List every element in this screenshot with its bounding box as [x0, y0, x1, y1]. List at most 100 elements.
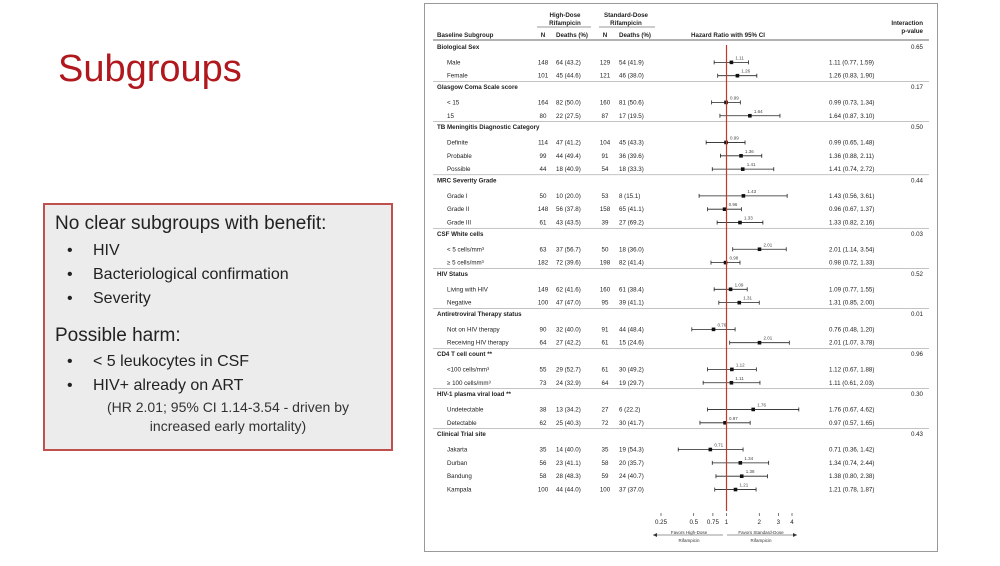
standard-dose-n: 35	[602, 447, 609, 454]
high-dose-n: 73	[540, 380, 547, 387]
row-label: Not on HIV therapy	[447, 326, 501, 333]
hazard-ratio-point	[741, 194, 746, 198]
high-dose-deaths: 43 (43.5)	[556, 220, 581, 227]
standard-dose-n: 27	[602, 406, 609, 413]
standard-dose-deaths: 24 (40.7)	[619, 473, 644, 480]
standard-dose-deaths: 18 (33.3)	[619, 166, 644, 173]
standard-dose-deaths: 36 (39.6)	[619, 153, 644, 160]
standard-dose-deaths: 19 (54.3)	[619, 447, 644, 454]
high-dose-n: 55	[540, 366, 547, 373]
hazard-ratio-ci-text: 1.33 (0.82, 2.16)	[829, 220, 874, 227]
hazard-ratio-point	[739, 474, 744, 478]
hazard-ratio-point-label: 1.31	[743, 296, 752, 301]
hazard-ratio-point	[740, 167, 745, 171]
interaction-p-value: 0.17	[911, 84, 924, 91]
bullet-icon: •	[67, 290, 73, 307]
hazard-ratio-point	[723, 421, 727, 425]
standard-dose-deaths: 39 (41.1)	[619, 300, 644, 307]
hazard-ratio-point-label: 1.11	[735, 55, 744, 60]
high-dose-deaths: 22 (27.5)	[556, 113, 581, 120]
hazard-ratio-ci-text: 1.36 (0.88, 2.11)	[829, 153, 874, 160]
hazard-ratio-point	[729, 60, 734, 65]
harm-list: • < 5 leukocytes in CSF • HIV+ already on …	[55, 350, 381, 398]
forest-plot-figure: High-Dose Rifampicin Standard-Dose Rifampic…	[424, 3, 938, 552]
hazard-ratio-point-label: 1.21	[740, 483, 749, 488]
favors-right-arrowhead	[793, 533, 797, 537]
hazard-ratio-point	[729, 380, 734, 385]
row-label: <100 cells/mm³	[447, 366, 489, 373]
high-dose-n: 80	[540, 113, 547, 120]
subgroup-heading: MRC Severity Grade	[437, 178, 497, 185]
subgroup-heading: Biological Sex	[437, 44, 480, 51]
favors-right-label-line1: Favors Standard-Dose	[738, 530, 784, 535]
high-dose-n: 63	[540, 246, 547, 253]
subgroup-heading: TB Meningitis Diagnostic Category	[437, 124, 540, 131]
row-label: ≥ 5 cells/mm³	[447, 260, 484, 267]
hazard-ratio-point-label: 1.38	[746, 469, 755, 474]
high-dose-n: 148	[538, 206, 549, 213]
hazard-ratio-point-label: 1.33	[744, 216, 753, 221]
hazard-ratio-ci-text: 1.11 (0.61, 2.03)	[829, 380, 874, 387]
high-dose-n: 101	[538, 73, 549, 80]
standard-dose-deaths: 81 (50.6)	[619, 99, 644, 106]
standard-dose-n: 100	[600, 487, 611, 494]
high-dose-n: 58	[540, 473, 547, 480]
summary-box: No clear subgroups with benefit: • HIV • B…	[43, 203, 393, 451]
interaction-p-value: 0.50	[911, 124, 924, 131]
standard-dose-n: 39	[602, 220, 609, 227]
high-dose-deaths: 62 (41.6)	[556, 286, 581, 293]
standard-dose-n: 121	[600, 73, 611, 80]
high-dose-deaths: 64 (43.2)	[556, 59, 581, 66]
hazard-ratio-ci-text: 0.76 (0.48, 1.20)	[829, 326, 874, 333]
harm-heading: Possible harm:	[55, 325, 181, 346]
high-dose-deaths: 18 (40.9)	[556, 166, 581, 173]
hazard-ratio-point	[738, 461, 743, 465]
hazard-ratio-point-label: 1.12	[736, 362, 745, 367]
standard-dose-deaths: 45 (43.3)	[619, 139, 644, 146]
favors-right-label-line2: Rifampicin	[750, 538, 772, 543]
list-item: • HIV+ already on ART	[55, 374, 381, 398]
standard-dose-n: 160	[600, 286, 611, 293]
standard-dose-n: 58	[602, 460, 609, 467]
header-subgroup: Baseline Subgroup	[437, 32, 494, 39]
row-label: Negative	[447, 300, 472, 307]
x-tick-label: 0.25	[655, 519, 668, 526]
x-tick-label: 3	[777, 519, 781, 526]
standard-dose-n: 59	[602, 473, 609, 480]
high-dose-deaths: 47 (47.0)	[556, 300, 581, 307]
interaction-p-value: 0.44	[911, 178, 924, 185]
high-dose-deaths: 45 (44.6)	[556, 73, 581, 80]
header-interaction-line2: p-value	[901, 28, 923, 35]
standard-dose-n: 91	[602, 326, 609, 333]
hazard-ratio-point	[723, 260, 728, 265]
hazard-ratio-point	[735, 73, 740, 78]
row-label: Grade II	[447, 206, 470, 213]
interaction-p-value: 0.52	[911, 271, 924, 278]
header-high-dose-line2: Rifampicin	[549, 20, 581, 27]
subgroup-heading: Antiretroviral Therapy status	[437, 311, 522, 318]
hazard-ratio-ci-text: 1.76 (0.67, 4.62)	[829, 406, 874, 413]
hazard-ratio-point	[738, 220, 742, 225]
hazard-ratio-ci-text: 1.31 (0.85, 2.00)	[829, 300, 874, 307]
standard-dose-deaths: 37 (37.0)	[619, 487, 644, 494]
hazard-ratio-point-label: 2.01	[763, 336, 772, 341]
high-dose-n: 114	[538, 139, 548, 146]
standard-dose-n: 95	[602, 300, 609, 307]
high-dose-n: 56	[540, 460, 547, 467]
hazard-ratio-ci-text: 1.38 (0.80, 2.38)	[829, 473, 874, 480]
high-dose-deaths: 32 (40.0)	[556, 326, 581, 333]
hazard-ratio-point-label: 2.01	[763, 242, 772, 247]
hazard-ratio-point-label: 1.11	[735, 376, 744, 381]
hazard-ratio-point-label: 1.43	[747, 189, 756, 194]
slide-title: Subgroups	[58, 48, 242, 90]
high-dose-n: 44	[540, 166, 547, 173]
bullet-icon: •	[67, 242, 73, 259]
hazard-ratio-point-label: 1.76	[757, 402, 766, 407]
header-standard-dose-line2: Rifampicin	[610, 20, 642, 27]
high-dose-deaths: 44 (49.4)	[556, 153, 581, 160]
standard-dose-n: 87	[602, 113, 609, 120]
subgroup-heading: CSF White cells	[437, 231, 484, 238]
hazard-ratio-point-label: 1.26	[741, 69, 750, 74]
interaction-p-value: 0.96	[911, 351, 924, 358]
hazard-ratio-ci-text: 1.64 (0.87, 3.10)	[829, 113, 874, 120]
